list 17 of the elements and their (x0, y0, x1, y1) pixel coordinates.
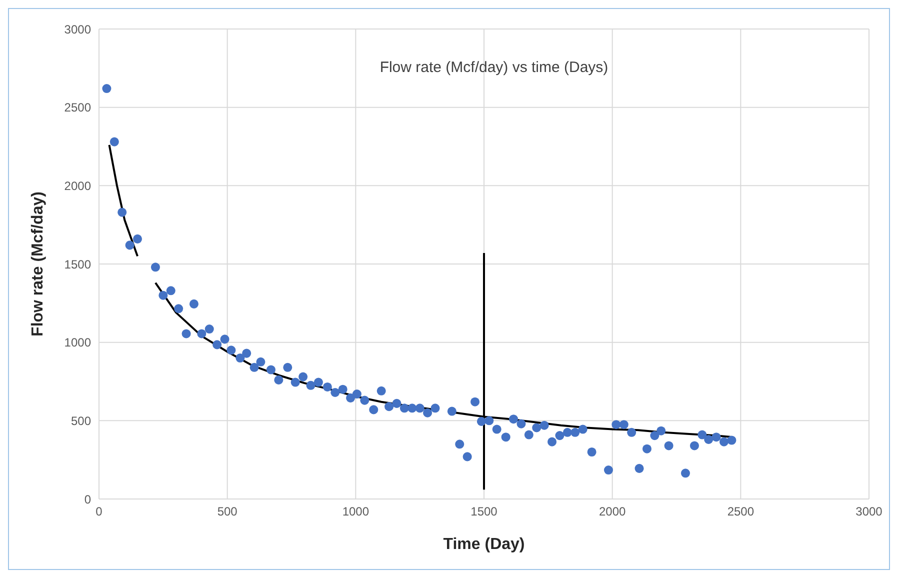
y-axis-title: Flow rate (Mcf/day) (30, 192, 47, 336)
y-tick-label: 2000 (64, 178, 92, 193)
y-tick-label: 1500 (64, 257, 92, 272)
y-tick-label: 1000 (64, 336, 92, 350)
x-tick-label: 2000 (598, 504, 626, 519)
text: Flow rate (Mcf/day) vs time (Days) (378, 59, 610, 76)
x-tick-label: 1000 (342, 504, 370, 519)
x-tick-label: 500 (217, 504, 238, 519)
y-tick-label: 500 (70, 414, 92, 428)
y-tick-label: 3000 (64, 22, 92, 36)
x-tick-label: 3000 (856, 504, 883, 519)
x-tick-label: 0 (96, 504, 103, 519)
x-axis-title: Time (Day) (443, 536, 525, 553)
x-tick-label: 1500 (470, 504, 498, 519)
y-tick-label: 0 (84, 492, 92, 506)
y-tick-label: 2500 (64, 100, 92, 115)
x-tick-label: 2500 (727, 504, 754, 519)
